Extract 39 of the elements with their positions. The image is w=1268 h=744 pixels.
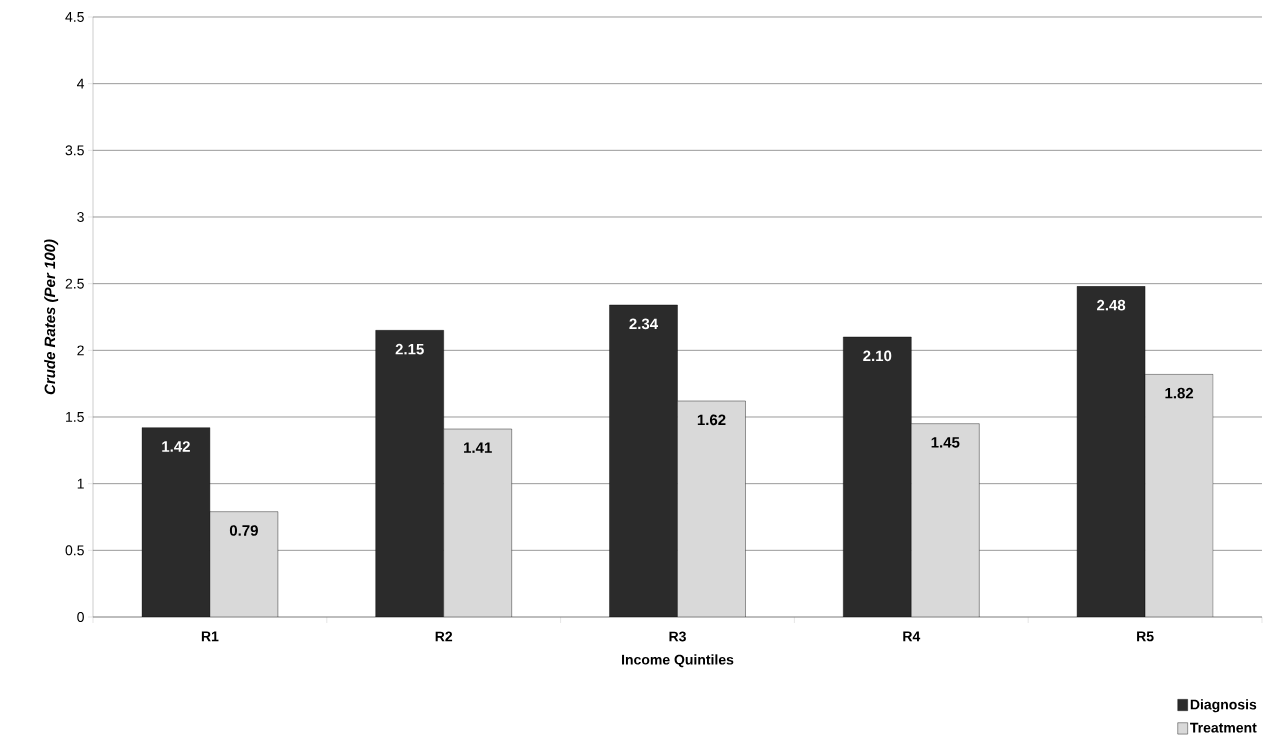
x-tick-label: R1 <box>201 631 219 642</box>
bar <box>141 427 211 617</box>
data-label: 1.45 <box>931 437 960 448</box>
data-label: 2.34 <box>629 318 659 330</box>
x-tick-label: R2 <box>435 631 453 642</box>
bar <box>209 511 279 617</box>
data-label: 0.79 <box>229 525 258 536</box>
y-tick-label: 4.5 <box>65 12 84 22</box>
y-tick-label: 3.5 <box>65 145 84 156</box>
data-label: 1.62 <box>697 414 726 426</box>
data-label: 1.82 <box>1165 387 1194 399</box>
x-tick-label: R3 <box>669 631 686 642</box>
y-axis-title: Crude Rates (Per 100) <box>44 239 59 395</box>
y-tick-label: 2.5 <box>65 278 84 289</box>
data-label: 2.48 <box>1097 299 1126 311</box>
x-tick-label: R4 <box>903 631 921 642</box>
x-axis-title: Income Quintiles <box>622 654 734 668</box>
x-tick-label: R5 <box>1137 631 1154 642</box>
bar <box>677 400 746 617</box>
y-tick-label: 4 <box>77 78 85 89</box>
data-label: 2.10 <box>863 350 892 362</box>
bar <box>609 304 678 617</box>
y-tick-label: 1.5 <box>66 412 84 422</box>
bar <box>375 330 444 617</box>
legend-label: Diagnosis <box>1190 699 1257 713</box>
y-tick-label: 3 <box>77 212 84 222</box>
bar <box>1144 374 1214 617</box>
bar <box>443 428 512 617</box>
bar <box>911 423 980 617</box>
legend-label: Treatment <box>1190 722 1257 733</box>
bar <box>1076 286 1146 617</box>
data-label: 1.42 <box>162 441 190 452</box>
data-label: 1.41 <box>464 442 492 453</box>
y-tick-label: 0.5 <box>65 545 84 556</box>
y-tick-label: 0 <box>77 612 84 622</box>
bar <box>843 336 912 617</box>
y-tick-label: 2 <box>77 345 84 356</box>
data-label: 2.15 <box>395 343 424 355</box>
y-tick-label: 1 <box>77 478 84 489</box>
